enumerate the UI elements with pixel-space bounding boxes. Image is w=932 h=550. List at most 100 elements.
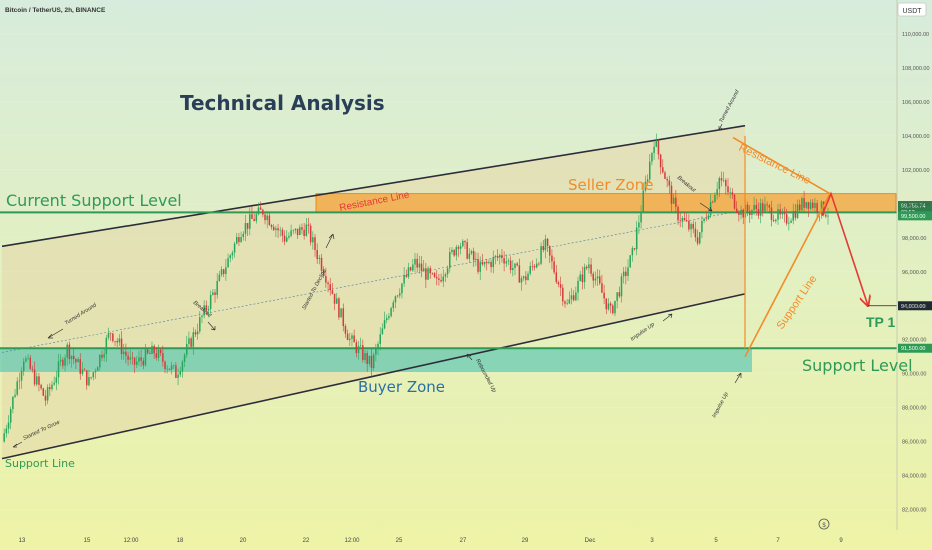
candle-body xyxy=(490,261,492,268)
candle-body xyxy=(214,292,216,295)
candle-body xyxy=(372,354,375,369)
price-label-bg xyxy=(898,301,932,311)
candle-body xyxy=(220,269,223,275)
currency-badge[interactable]: USDT xyxy=(897,2,927,17)
candle-body xyxy=(144,349,147,366)
candle-body xyxy=(207,308,210,311)
candle-body xyxy=(246,222,249,229)
candle-body xyxy=(816,203,818,213)
x-tick-label: 9 xyxy=(839,538,843,544)
candle-body xyxy=(666,178,668,181)
candle-body xyxy=(103,354,105,358)
candle-body xyxy=(344,326,347,334)
y-tick-label: 86,000.00 xyxy=(902,440,926,446)
candle-body xyxy=(349,338,351,341)
candle-body xyxy=(340,308,342,318)
candle-body xyxy=(288,235,290,238)
candle-body xyxy=(429,268,431,274)
candle-body xyxy=(131,357,134,359)
candle-body xyxy=(477,258,479,272)
x-tick-label: 27 xyxy=(460,538,467,544)
candle-body xyxy=(642,190,644,213)
candle-body xyxy=(346,333,349,341)
x-tick-label: 22 xyxy=(303,538,310,544)
candle-body xyxy=(218,274,221,281)
candle-body xyxy=(40,384,42,389)
candle-body xyxy=(79,359,82,374)
candle-body xyxy=(435,277,438,279)
candle-body xyxy=(805,202,808,208)
candle-body xyxy=(192,332,195,347)
candle-body xyxy=(481,261,484,265)
candle-body xyxy=(729,192,731,193)
candle-body xyxy=(620,276,623,297)
candle-body xyxy=(318,257,321,260)
candle-body xyxy=(609,303,612,306)
x-tick-label: 7 xyxy=(776,538,780,544)
candle-body xyxy=(735,208,738,213)
candle-body xyxy=(605,298,608,310)
candle-body xyxy=(14,394,16,397)
candle-body xyxy=(370,355,373,369)
candle-body xyxy=(299,227,301,236)
candle-body xyxy=(468,253,471,259)
candle-body xyxy=(564,301,566,304)
candle-body xyxy=(114,341,116,342)
candle-body xyxy=(329,284,331,291)
price-label-value: 99,755.74 xyxy=(901,203,925,209)
candle-body xyxy=(199,317,201,332)
candle-body xyxy=(809,202,812,209)
candle-body xyxy=(244,222,247,234)
x-tick-label: 12:00 xyxy=(344,538,360,544)
candle-body xyxy=(229,255,231,259)
candle-body xyxy=(768,205,771,208)
candle-body xyxy=(240,236,242,243)
candle-body xyxy=(722,180,725,181)
y-tick-label: 102,000.00 xyxy=(902,168,930,174)
candle-body xyxy=(518,265,521,283)
channel-upper-line xyxy=(1,124,746,248)
candle-body xyxy=(209,294,212,309)
candle-body xyxy=(157,349,160,358)
candle-body xyxy=(381,328,384,335)
y-tick-label: 100,000.00 xyxy=(902,202,930,208)
candle-body xyxy=(825,214,827,217)
candle-body xyxy=(472,251,475,261)
candle-body xyxy=(770,207,773,221)
candle-body xyxy=(272,226,275,231)
candle-body xyxy=(551,255,553,262)
candle-body xyxy=(672,197,675,204)
arrow-turned-around-2 xyxy=(718,123,723,131)
candle-body xyxy=(572,295,575,301)
candle-body xyxy=(53,382,55,385)
candle-body xyxy=(701,220,703,233)
candle-body xyxy=(253,218,255,222)
candle-body xyxy=(5,428,8,434)
support-level-label: Support Level xyxy=(802,356,913,375)
candle-body xyxy=(127,355,129,360)
candle-body xyxy=(681,218,684,222)
candle-body xyxy=(772,220,775,222)
candle-body xyxy=(355,342,358,354)
candle-body xyxy=(351,335,353,339)
y-tick-label: 90,000.00 xyxy=(902,372,926,378)
candle-body xyxy=(301,227,303,230)
candle-body xyxy=(522,276,525,279)
candle-body xyxy=(679,220,681,222)
x-tick-label: 12:00 xyxy=(123,538,139,544)
candle-body xyxy=(444,274,447,277)
candle-body xyxy=(725,180,727,187)
candle-body xyxy=(335,298,338,304)
candle-body xyxy=(292,230,295,231)
candle-body xyxy=(259,207,262,210)
candle-body xyxy=(333,293,336,304)
candle-body xyxy=(175,365,177,378)
arrow-breakout-1 xyxy=(207,321,216,331)
candle-body xyxy=(466,242,468,259)
candle-body xyxy=(698,232,701,244)
candle-body xyxy=(27,357,29,359)
candle-body xyxy=(716,189,718,195)
candle-body xyxy=(75,359,77,363)
y-tick-label: 88,000.00 xyxy=(902,406,926,412)
candle-body xyxy=(57,361,60,378)
